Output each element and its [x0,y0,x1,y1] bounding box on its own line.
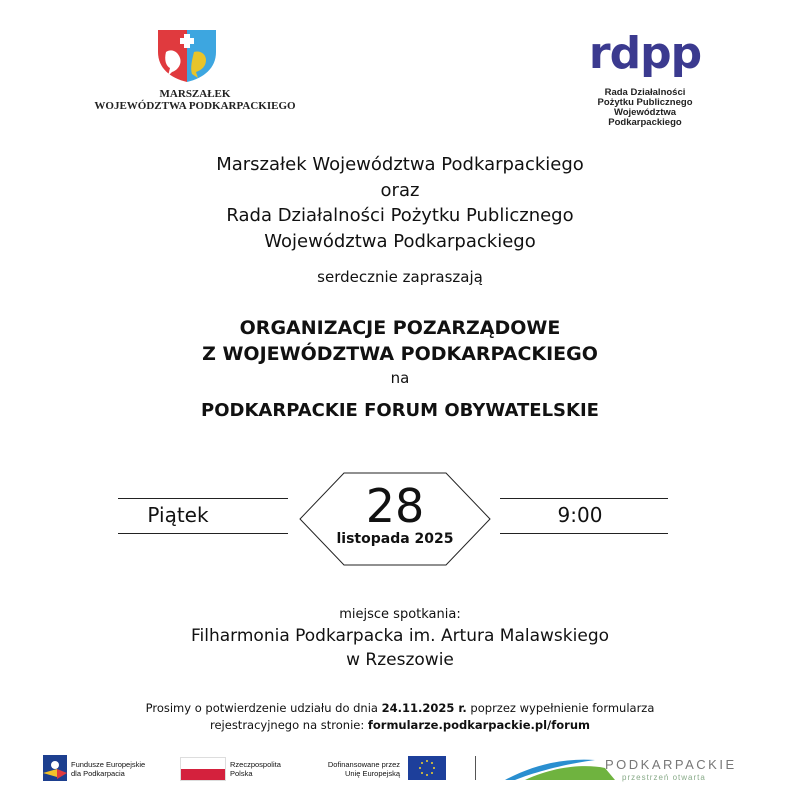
time: 9:00 [557,503,603,527]
rdpp-line: Pożytku Publicznego [597,97,693,108]
venue-name: Filharmonia Podkarpacka im. Artura Malaw… [190,626,610,646]
eu-flag-icon [408,756,446,780]
podkarpackie-text: PODKARPACKIE [605,757,737,772]
invite-text: serdecznie zapraszają [317,268,483,286]
marszalek-logo-line1: MARSZAŁEK [159,88,231,100]
fe-text: dla Podkarpacia [71,769,125,778]
rdpp-logo: rdpp Rada Działalności Pożytku Publiczne… [570,30,720,128]
weekday: Piątek [147,503,209,527]
intro: Marszałek Województwa Podkarpackiego ora… [0,152,800,254]
intro-line: Województwa Podkarpackiego [264,230,536,252]
month-year: listopada 2025 [336,531,454,547]
day-number: 28 [365,479,425,533]
rsvp-text: poprzez wypełnienie formularza [466,701,655,715]
event-title: PODKARPACKIE FORUM OBYWATELSKIE [201,400,599,421]
eu-text: Dofinansowane przez [327,760,400,769]
footer-logos: Fundusze Europejskie dla Podkarpacia Rze… [0,752,800,786]
hexagon-frame [299,472,491,566]
rsvp-text: rejestracyjnego na stronie: [210,718,368,732]
divider [118,498,288,499]
venue-label: miejsce spotkania: [339,607,461,622]
intro-line: Rada Działalności Pożytku Publicznego [226,205,574,226]
podkarpackie-subtext: przestrzeń otwarta [622,773,706,782]
rdpp-line: Podkarpackiego [608,117,682,128]
fe-logo-icon [43,755,67,781]
rdpp-mark: rdpp [588,28,702,79]
venue-city: w Rzeszowie [346,650,454,670]
rdpp-line: Rada Działalności [604,87,686,98]
audience-line: Z WOJEWÓDZTWA PODKARPACKIEGO [202,343,598,365]
marszalek-logo: MARSZAŁEK WOJEWÓDZTWA PODKARPACKIEGO [50,28,340,112]
registration-link[interactable]: formularze.podkarpackie.pl/forum [367,718,590,732]
rsvp-text: Prosimy o potwierdzenie udziału do dnia [145,701,382,715]
rdpp-line: Województwa [613,107,677,118]
audience: ORGANIZACJE POZARZĄDOWE Z WOJEWÓDZTWA PO… [0,315,800,367]
divider [500,498,668,499]
divider [118,533,288,534]
divider [500,533,668,534]
podkarpackie-logo-icon [505,759,615,780]
divider [475,756,476,780]
rp-text: Polska [230,769,253,778]
rsvp: Prosimy o potwierdzenie udziału do dnia … [0,700,800,734]
fe-text: Fundusze Europejskie [71,760,146,769]
rsvp-deadline: 24.11.2025 r. [381,701,467,715]
audience-line: ORGANIZACJE POZARZĄDOWE [239,317,561,339]
rp-text: Rzeczpospolita [230,760,281,769]
coat-of-arms-icon [158,30,216,82]
na-text: na [390,369,410,387]
intro-line: Marszałek Województwa Podkarpackiego [216,154,584,175]
marszalek-logo-line2: WOJEWÓDZTWA PODKARPACKIEGO [94,100,296,112]
polish-flag-icon [180,757,226,781]
eu-text: Unię Europejską [344,769,400,778]
intro-line: oraz [380,179,420,201]
